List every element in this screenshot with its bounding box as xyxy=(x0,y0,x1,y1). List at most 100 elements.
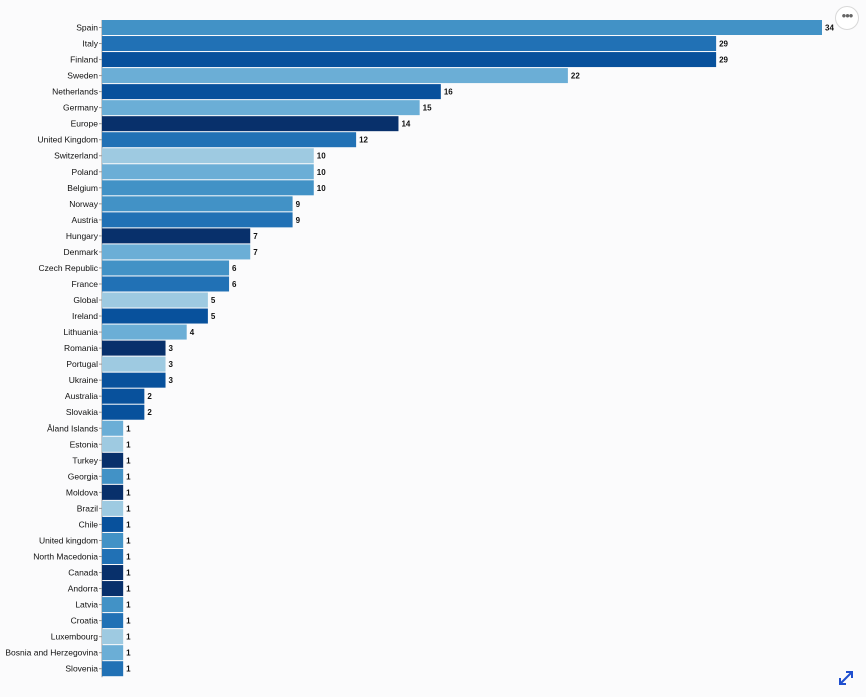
category-label: Chile xyxy=(79,519,99,529)
bar[interactable] xyxy=(102,20,822,35)
bar[interactable] xyxy=(102,244,251,260)
category-label: Ukraine xyxy=(69,375,99,385)
value-label: 7 xyxy=(253,232,258,241)
category-label: Andorra xyxy=(68,584,99,594)
category-label: Italy xyxy=(82,39,98,49)
bar[interactable] xyxy=(102,645,124,661)
bar[interactable] xyxy=(102,532,124,548)
bar[interactable] xyxy=(102,292,208,308)
bar[interactable] xyxy=(102,84,441,100)
bar[interactable] xyxy=(102,468,124,484)
bar[interactable] xyxy=(102,260,230,276)
value-label: 1 xyxy=(126,424,131,433)
value-label: 7 xyxy=(253,248,258,257)
value-label: 1 xyxy=(126,569,131,578)
bar[interactable] xyxy=(102,613,124,629)
value-label: 12 xyxy=(359,136,368,145)
bar[interactable] xyxy=(102,100,420,116)
category-label: Belgium xyxy=(67,183,98,193)
category-label: Australia xyxy=(65,391,98,401)
value-label: 10 xyxy=(317,184,326,193)
bar[interactable] xyxy=(102,52,717,68)
category-label: Norway xyxy=(69,199,99,209)
value-label: 2 xyxy=(147,392,152,401)
category-label: North Macedonia xyxy=(33,551,98,561)
bar[interactable] xyxy=(102,148,314,164)
value-label: 15 xyxy=(423,104,432,113)
bar[interactable] xyxy=(102,116,399,132)
bar[interactable] xyxy=(102,308,208,324)
bar[interactable] xyxy=(102,420,124,436)
bar[interactable] xyxy=(102,372,166,388)
ellipsis-icon: ••• xyxy=(841,8,854,23)
category-label: Estonia xyxy=(70,439,99,449)
value-label: 1 xyxy=(126,617,131,626)
value-label: 1 xyxy=(126,552,131,561)
bar[interactable] xyxy=(102,132,357,148)
bar[interactable] xyxy=(102,661,124,677)
value-label: 1 xyxy=(126,488,131,497)
category-label: United Kingdom xyxy=(38,135,98,145)
more-options-button[interactable]: ••• xyxy=(835,6,859,30)
bar[interactable] xyxy=(102,68,568,84)
value-label: 3 xyxy=(169,376,174,385)
bar[interactable] xyxy=(102,180,314,196)
value-label: 6 xyxy=(232,264,237,273)
value-label: 22 xyxy=(571,72,580,81)
bar[interactable] xyxy=(102,36,717,52)
category-label: Bosnia and Herzegovina xyxy=(5,648,98,658)
category-label: Europe xyxy=(71,119,99,129)
value-label: 9 xyxy=(296,216,301,225)
category-label: Croatia xyxy=(71,616,99,626)
value-label: 2 xyxy=(147,408,152,417)
value-label: 29 xyxy=(719,40,728,49)
category-label: Czech Republic xyxy=(38,263,98,273)
category-label: Sweden xyxy=(67,71,98,81)
bar[interactable] xyxy=(102,597,124,613)
value-label: 5 xyxy=(211,296,216,305)
bar[interactable] xyxy=(102,436,124,452)
bar[interactable] xyxy=(102,276,230,292)
value-label: 3 xyxy=(169,344,174,353)
value-label: 1 xyxy=(126,633,131,642)
category-label: Turkey xyxy=(72,455,98,465)
value-label: 3 xyxy=(169,360,174,369)
bar[interactable] xyxy=(102,452,124,468)
value-label: 34 xyxy=(825,24,834,33)
category-label: Global xyxy=(73,295,98,305)
bar[interactable] xyxy=(102,196,293,212)
value-label: 10 xyxy=(317,152,326,161)
bar[interactable] xyxy=(102,500,124,516)
category-label: Finland xyxy=(70,55,98,65)
bar[interactable] xyxy=(102,212,293,228)
bar[interactable] xyxy=(102,228,251,244)
value-label: 9 xyxy=(296,200,301,209)
category-label: Luxembourg xyxy=(51,632,99,642)
bar[interactable] xyxy=(102,516,124,532)
category-label: Germany xyxy=(63,103,99,113)
bar[interactable] xyxy=(102,484,124,500)
bar[interactable] xyxy=(102,548,124,564)
bar[interactable] xyxy=(102,388,145,404)
value-label: 1 xyxy=(126,440,131,449)
category-label: Åland Islands xyxy=(47,423,98,433)
bar[interactable] xyxy=(102,164,314,180)
bar[interactable] xyxy=(102,324,187,340)
bar[interactable] xyxy=(102,565,124,581)
category-label: Portugal xyxy=(66,359,98,369)
expand-arrows-icon[interactable] xyxy=(837,669,855,687)
bar[interactable] xyxy=(102,356,166,372)
category-label: Slovenia xyxy=(65,664,98,674)
category-label: Canada xyxy=(68,568,98,578)
bar[interactable] xyxy=(102,340,166,356)
bar[interactable] xyxy=(102,629,124,645)
category-label: Lithuania xyxy=(63,327,98,337)
bar[interactable] xyxy=(102,581,124,597)
value-label: 1 xyxy=(126,601,131,610)
bar[interactable] xyxy=(102,404,145,420)
category-label: Denmark xyxy=(64,247,99,257)
value-label: 16 xyxy=(444,88,453,97)
value-label: 4 xyxy=(190,328,195,337)
value-label: 29 xyxy=(719,56,728,65)
